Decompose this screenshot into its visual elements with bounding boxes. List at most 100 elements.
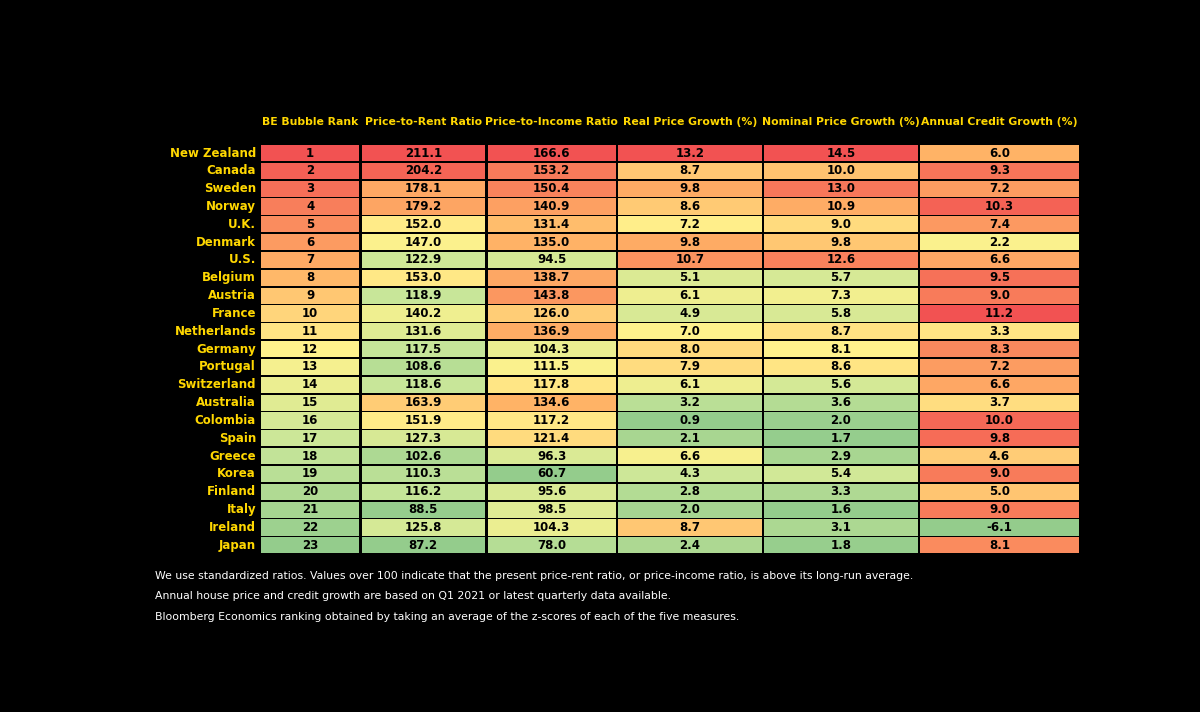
Text: 10.0: 10.0 (827, 164, 856, 177)
Text: 12.6: 12.6 (827, 253, 856, 266)
Bar (764, 163, 918, 179)
Text: 8.6: 8.6 (830, 360, 852, 374)
Bar (764, 234, 918, 250)
Text: 108.6: 108.6 (404, 360, 442, 374)
Text: Japan: Japan (218, 539, 256, 552)
Text: 7.0: 7.0 (679, 325, 701, 337)
Text: 96.3: 96.3 (536, 449, 566, 463)
Bar (361, 466, 485, 482)
Bar (618, 501, 762, 518)
Text: New Zealand: New Zealand (169, 147, 256, 159)
Text: 6.1: 6.1 (679, 378, 701, 392)
Bar (487, 412, 616, 429)
Text: 178.1: 178.1 (404, 182, 442, 195)
Text: 8.6: 8.6 (679, 200, 701, 213)
Text: 211.1: 211.1 (404, 147, 442, 159)
Text: Switzerland: Switzerland (178, 378, 256, 392)
Text: 140.2: 140.2 (404, 307, 442, 320)
Bar (920, 216, 1079, 232)
Text: 14.5: 14.5 (827, 147, 856, 159)
Bar (618, 466, 762, 482)
Bar (361, 412, 485, 429)
Text: Belgium: Belgium (203, 271, 256, 284)
Bar (920, 270, 1079, 286)
Bar (487, 430, 616, 446)
Text: Portugal: Portugal (199, 360, 256, 374)
Bar (920, 181, 1079, 197)
Bar (764, 199, 918, 214)
Text: 9.8: 9.8 (679, 182, 701, 195)
Text: 102.6: 102.6 (404, 449, 442, 463)
Bar (618, 163, 762, 179)
Bar (920, 234, 1079, 250)
Text: 9: 9 (306, 289, 314, 302)
Text: 131.4: 131.4 (533, 218, 570, 231)
Text: 8: 8 (306, 271, 314, 284)
Bar (920, 323, 1079, 340)
Bar (764, 270, 918, 286)
Text: 1.7: 1.7 (830, 431, 852, 445)
Text: 18: 18 (302, 449, 318, 463)
Text: 134.6: 134.6 (533, 396, 570, 409)
Bar (262, 430, 359, 446)
Text: 9.0: 9.0 (989, 503, 1010, 516)
Text: Colombia: Colombia (194, 414, 256, 427)
Text: 2.0: 2.0 (679, 503, 701, 516)
Text: 9.0: 9.0 (989, 289, 1010, 302)
Bar (262, 163, 359, 179)
Text: 1.8: 1.8 (830, 539, 852, 552)
Bar (262, 234, 359, 250)
Text: 6.6: 6.6 (989, 378, 1010, 392)
Text: 116.2: 116.2 (404, 486, 442, 498)
Text: 10.7: 10.7 (676, 253, 704, 266)
Text: 3: 3 (306, 182, 314, 195)
Bar (618, 430, 762, 446)
Text: 8.7: 8.7 (679, 521, 701, 534)
Text: 3.1: 3.1 (830, 521, 852, 534)
Bar (920, 359, 1079, 375)
Bar (920, 394, 1079, 411)
Bar (920, 430, 1079, 446)
Bar (764, 341, 918, 357)
Bar (361, 288, 485, 304)
Text: 10.9: 10.9 (827, 200, 856, 213)
Text: 95.6: 95.6 (536, 486, 566, 498)
Bar (262, 181, 359, 197)
Bar (262, 466, 359, 482)
Text: 7.2: 7.2 (679, 218, 701, 231)
Bar (361, 199, 485, 214)
Bar (920, 252, 1079, 268)
Text: 3.3: 3.3 (830, 486, 852, 498)
Bar (361, 394, 485, 411)
Text: 118.6: 118.6 (404, 378, 442, 392)
Bar (764, 252, 918, 268)
Text: 12: 12 (302, 342, 318, 355)
Text: 122.9: 122.9 (404, 253, 442, 266)
Bar (764, 359, 918, 375)
Text: 104.3: 104.3 (533, 342, 570, 355)
Bar (262, 537, 359, 553)
Text: 6: 6 (306, 236, 314, 248)
Text: 125.8: 125.8 (404, 521, 442, 534)
Text: 4: 4 (306, 200, 314, 213)
Bar (361, 216, 485, 232)
Bar (262, 252, 359, 268)
Text: Germany: Germany (197, 342, 256, 355)
Bar (487, 288, 616, 304)
Text: 78.0: 78.0 (538, 539, 566, 552)
Bar (262, 412, 359, 429)
Text: Annual Credit Growth (%): Annual Credit Growth (%) (922, 117, 1078, 127)
Bar (920, 163, 1079, 179)
Bar (618, 537, 762, 553)
Bar (262, 448, 359, 464)
Text: Annual house price and credit growth are based on Q1 2021 or latest quarterly da: Annual house price and credit growth are… (155, 592, 671, 602)
Bar (361, 537, 485, 553)
Bar (361, 448, 485, 464)
Text: 19: 19 (302, 468, 318, 481)
Text: 9.0: 9.0 (830, 218, 852, 231)
Text: 10.0: 10.0 (985, 414, 1014, 427)
Text: 6.1: 6.1 (679, 289, 701, 302)
Text: 9.8: 9.8 (679, 236, 701, 248)
Bar (618, 519, 762, 535)
Text: BE Bubble Rank: BE Bubble Rank (262, 117, 358, 127)
